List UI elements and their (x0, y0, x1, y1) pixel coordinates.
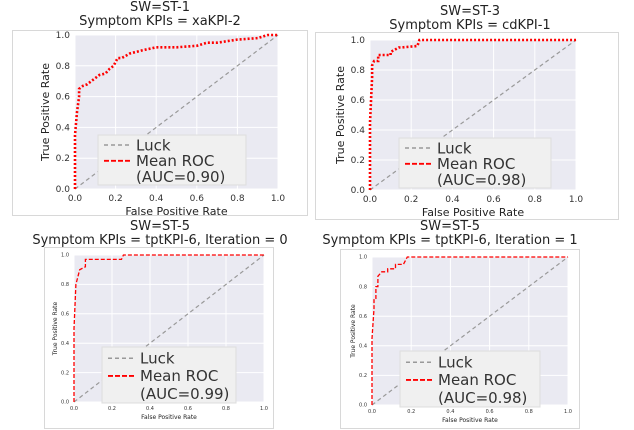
y-tick-label: 0.4 (351, 126, 366, 136)
x-tick-label: 0.0 (363, 195, 378, 205)
y-tick-label: 0.0 (359, 403, 367, 409)
roc-chart-2: 0.0 0.2 0.4 0.6 0.8 1.0 0.0 0.2 0.4 0.6 0.8 1.0 Fals… (315, 32, 619, 220)
x-tick-label: 0.8 (525, 409, 533, 415)
legend-box (398, 137, 552, 189)
y-tick-label: 0.4 (359, 343, 367, 349)
legend-label-mean-roc: Mean ROC (437, 155, 515, 173)
y-tick-label: 0.6 (359, 314, 367, 320)
legend-label-auc: (AUC=0.99) (140, 385, 229, 403)
mean-roc-series-line (368, 38, 576, 190)
legend-label-mean-roc: Mean ROC (438, 371, 516, 389)
y-tick-label: 0.0 (351, 186, 366, 196)
chart-title-4: SW=ST-5 (420, 219, 480, 234)
x-tick-label: 0.6 (184, 406, 192, 412)
y-tick-label: 0.2 (56, 154, 70, 164)
x-axis-label: False Positive Rate (141, 414, 197, 421)
legend-label-mean-roc: Mean ROC (136, 152, 214, 170)
x-tick-label: 0.8 (528, 195, 543, 205)
chart-title-3: SW=ST-5 (130, 219, 190, 234)
x-tick-label: 0.4 (446, 409, 454, 415)
chart-title-2: SW=ST-3 (440, 4, 500, 19)
x-tick-label: 0.2 (108, 406, 116, 412)
x-axis-label: False Positive Rate (125, 205, 227, 218)
y-axis-label: True Positive Rate (52, 301, 59, 356)
legend-label-auc: (AUC=0.90) (136, 168, 225, 186)
mean-roc-series-line (73, 254, 264, 402)
roc-chart-4: 0.0 0.2 0.4 0.6 0.8 1.0 0.0 0.2 0.4 0.6 0.8 1.0 Fals… (340, 249, 580, 429)
y-tick-label: 0.6 (56, 93, 71, 103)
chart-svg: 0.0 0.2 0.4 0.6 0.8 1.0 0.0 0.2 0.4 0.6 0.8 1.0 Fals… (315, 32, 619, 220)
y-axis-label: True Positive Rate (350, 304, 357, 359)
y-tick-label: 0.6 (351, 96, 366, 106)
chart-svg: 0.0 0.2 0.4 0.6 0.8 1.0 0.0 0.2 0.4 0.6 0.8 1.0 Fals… (44, 247, 274, 429)
chart-title-1: SW=ST-1 (130, 0, 190, 15)
legend-label-luck: Luck (140, 349, 175, 367)
legend-box (101, 346, 237, 404)
legend-label-mean-roc: Mean ROC (140, 367, 218, 385)
y-tick-label: 0.0 (61, 400, 69, 406)
x-tick-label: 0.2 (108, 194, 122, 204)
x-tick-label: 1.0 (271, 194, 286, 204)
luck-series-line (371, 256, 569, 406)
x-tick-label: 0.8 (230, 194, 245, 204)
legend-label-auc: (AUC=0.98) (438, 389, 527, 407)
y-tick-label: 0.8 (56, 62, 71, 72)
x-tick-label: 0.6 (190, 194, 205, 204)
x-tick-label: 0.8 (222, 406, 230, 412)
legend-label-luck: Luck (438, 353, 473, 371)
x-tick-label: 0.0 (368, 409, 376, 415)
legend-label-luck: Luck (136, 136, 171, 154)
y-tick-label: 0.2 (359, 373, 367, 379)
chart-subtitle-1: Symptom KPIs = xaKPI-2 (79, 14, 241, 29)
y-tick-label: 1.0 (359, 255, 367, 261)
mean-roc-series-line (73, 33, 278, 189)
roc-chart-1: 0.0 0.2 0.4 0.6 0.8 1.0 0.0 0.2 0.4 0.6 0.8 1.0 Fals… (12, 30, 308, 218)
x-tick-label: 0.0 (68, 194, 83, 204)
x-tick-label: 0.6 (486, 195, 501, 205)
y-tick-label: 1.0 (56, 31, 71, 41)
chart-svg: 0.0 0.2 0.4 0.6 0.8 1.0 0.0 0.2 0.4 0.6 0.8 1.0 Fals… (12, 30, 308, 218)
y-axis-label: True Positive Rate (334, 66, 347, 165)
y-tick-label: 1.0 (351, 36, 366, 46)
x-tick-label: 1.0 (564, 409, 572, 415)
y-tick-label: 1.0 (61, 253, 69, 259)
y-tick-label: 0.8 (359, 284, 367, 290)
x-tick-label: 1.0 (569, 195, 584, 205)
mean-roc-series-line (371, 256, 568, 405)
chart-svg: 0.0 0.2 0.4 0.6 0.8 1.0 0.0 0.2 0.4 0.6 0.8 1.0 Fals… (340, 249, 580, 429)
x-tick-label: 0.4 (146, 406, 154, 412)
x-tick-label: 0.0 (70, 406, 78, 412)
y-tick-label: 0.4 (61, 341, 69, 347)
y-tick-label: 0.4 (56, 123, 71, 133)
x-tick-label: 0.2 (407, 409, 415, 415)
y-tick-label: 0.8 (351, 66, 366, 76)
y-tick-label: 0.2 (61, 370, 69, 376)
x-tick-label: 0.4 (149, 194, 164, 204)
legend-label-auc: (AUC=0.98) (437, 171, 526, 189)
x-axis-label: False Positive Rate (442, 417, 498, 424)
y-tick-label: 0.6 (61, 311, 69, 317)
x-axis-label: False Positive Rate (422, 206, 524, 219)
legend-box (399, 350, 541, 408)
x-tick-label: 0.6 (486, 409, 494, 415)
chart-subtitle-2: Symptom KPIs = cdKPI-1 (389, 18, 551, 33)
chart-subtitle-4: Symptom KPIs = tptKPI-6, Iteration = 1 (322, 233, 578, 248)
y-tick-label: 0.2 (351, 156, 365, 166)
legend-label-luck: Luck (437, 139, 472, 157)
luck-series-line (73, 254, 265, 403)
y-tick-label: 0.8 (61, 282, 69, 288)
x-tick-label: 0.4 (445, 195, 460, 205)
x-tick-label: 1.0 (260, 406, 268, 412)
roc-chart-3: 0.0 0.2 0.4 0.6 0.8 1.0 0.0 0.2 0.4 0.6 0.8 1.0 Fals… (44, 247, 274, 429)
y-tick-label: 0.0 (56, 185, 71, 195)
chart-subtitle-3: Symptom KPIs = tptKPI-6, Iteration = 0 (32, 233, 288, 248)
x-tick-label: 0.2 (404, 195, 418, 205)
y-axis-label: True Positive Rate (39, 63, 52, 162)
